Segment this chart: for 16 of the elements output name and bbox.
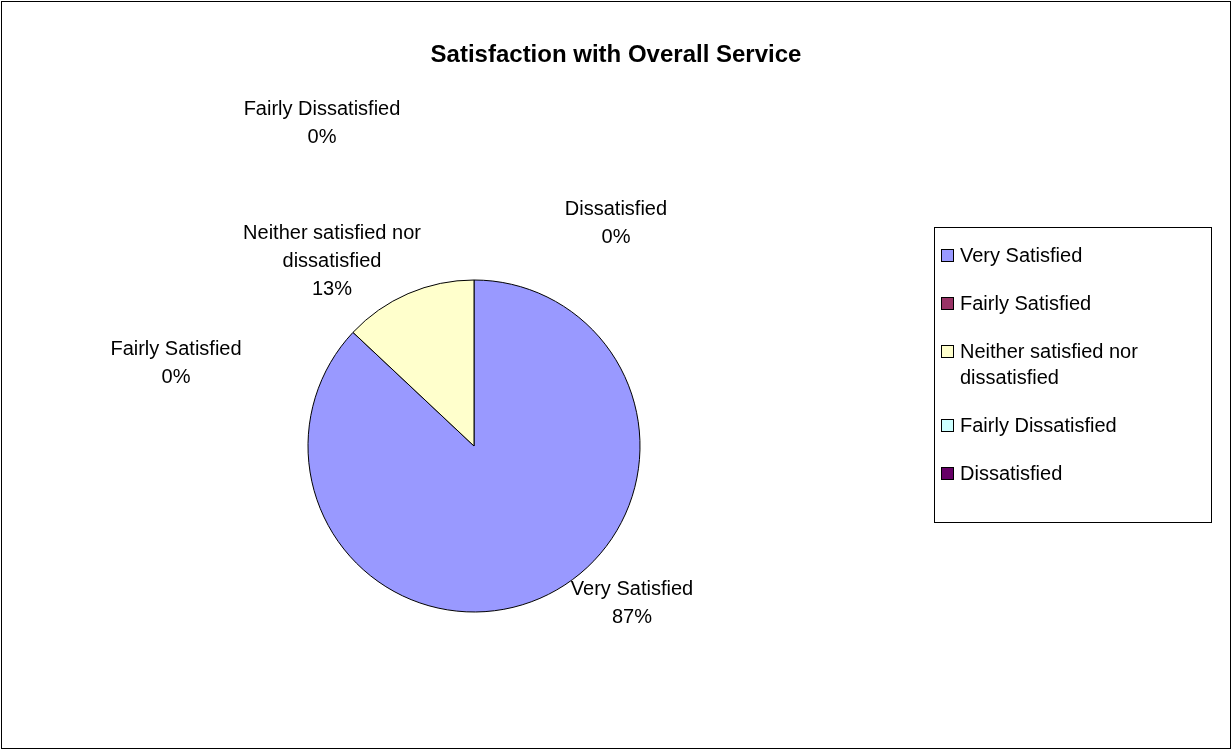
slice-label: Neither satisfied nor dissatisfied bbox=[242, 220, 422, 273]
legend-label: Fairly Dissatisfied bbox=[960, 413, 1117, 438]
legend-label: Dissatisfied bbox=[960, 461, 1063, 486]
legend-label: Fairly Satisfied bbox=[960, 291, 1092, 316]
category-label: Dissatisfied bbox=[564, 197, 668, 219]
slice-label: Very Satisfied bbox=[570, 576, 694, 601]
text: 0% bbox=[601, 225, 631, 247]
legend-label: Very Satisfied bbox=[960, 243, 1083, 268]
category-label: Fairly Dissatisfied bbox=[243, 97, 401, 119]
chart-title: Satisfaction with Overall Service bbox=[429, 40, 803, 68]
data-label: 13% bbox=[311, 276, 353, 301]
text: 0% bbox=[307, 125, 337, 147]
legend-label: Neither satisfied nor dissatisfied bbox=[960, 339, 1139, 390]
data-label: 87% bbox=[611, 604, 653, 629]
text: 0% bbox=[161, 365, 191, 387]
category-label: Fairly Satisfied bbox=[110, 337, 242, 359]
